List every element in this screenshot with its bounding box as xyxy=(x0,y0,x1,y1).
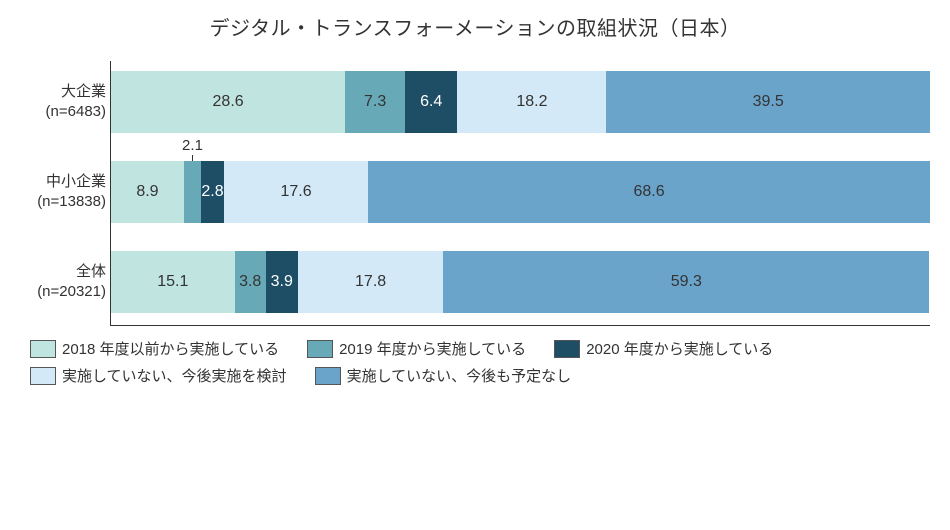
value-label: 3.8 xyxy=(239,273,261,291)
value-label: 6.4 xyxy=(420,93,442,111)
bar-segment: 18.2 xyxy=(457,71,606,133)
legend: 2018 年度以前から実施している 2019 年度から実施している 2020 年度か… xyxy=(30,338,930,386)
legend-item: 2019 年度から実施している xyxy=(307,338,526,359)
value-label: 17.6 xyxy=(281,183,312,201)
bar-segment: 17.8 xyxy=(298,251,444,313)
bar-segment: 17.6 xyxy=(224,161,368,223)
bar-row: 全体(n=20321)15.13.83.917.859.3 xyxy=(111,251,930,313)
stacked-bar: 8.9 2.12.8 17.6 68.6 xyxy=(111,161,930,223)
value-label: 8.9 xyxy=(136,183,158,201)
stacked-bar: 28.6 7.3 6.4 18.2 39.5 xyxy=(111,71,930,133)
legend-swatch xyxy=(307,340,333,358)
chart-plot-area: 大企業(n=6483)28.67.36.418.239.5中小企業(n=1383… xyxy=(110,61,930,326)
bar-segment: 39.5 xyxy=(606,71,930,133)
bar-segment: 2.1 xyxy=(184,161,201,223)
value-label: 59.3 xyxy=(671,273,702,291)
legend-swatch xyxy=(554,340,580,358)
legend-label: 2019 年度から実施している xyxy=(339,338,526,359)
value-label: 7.3 xyxy=(364,93,386,111)
legend-item: 2020 年度から実施している xyxy=(554,338,773,359)
bar-row: 中小企業(n=13838)8.92.12.817.668.6 xyxy=(111,161,930,223)
value-label: 2.8 xyxy=(201,183,223,201)
legend-swatch xyxy=(30,367,56,385)
bar-segment: 68.6 xyxy=(368,161,930,223)
chart-title: デジタル・トランスフォーメーションの取組状況（日本） xyxy=(20,12,930,41)
legend-item: 実施していない、今後も予定なし xyxy=(315,365,572,386)
bar-segment: 8.9 xyxy=(111,161,184,223)
value-label: 18.2 xyxy=(516,93,547,111)
value-label: 17.8 xyxy=(355,273,386,291)
legend-label: 実施していない、今後実施を検討 xyxy=(62,365,287,386)
stacked-bar: 15.1 3.8 3.9 17.8 59.3 xyxy=(111,251,930,313)
legend-swatch xyxy=(30,340,56,358)
legend-label: 2020 年度から実施している xyxy=(586,338,773,359)
legend-item: 実施していない、今後実施を検討 xyxy=(30,365,287,386)
legend-swatch xyxy=(315,367,341,385)
callout-line xyxy=(192,155,193,161)
value-label: 68.6 xyxy=(633,183,664,201)
bar-segment: 6.4 xyxy=(405,71,457,133)
value-label: 15.1 xyxy=(157,273,188,291)
value-label: 3.9 xyxy=(271,273,293,291)
legend-label: 実施していない、今後も予定なし xyxy=(347,365,572,386)
category-label: 大企業(n=6483) xyxy=(16,82,106,123)
bar-segment: 7.3 xyxy=(345,71,405,133)
bar-segment: 2.8 xyxy=(201,161,224,223)
bar-segment: 28.6 xyxy=(111,71,345,133)
bar-segment: 15.1 xyxy=(111,251,235,313)
value-callout: 2.1 xyxy=(182,137,203,154)
bar-segment: 59.3 xyxy=(443,251,929,313)
legend-label: 2018 年度以前から実施している xyxy=(62,338,279,359)
bar-row: 大企業(n=6483)28.67.36.418.239.5 xyxy=(111,71,930,133)
category-label: 全体(n=20321) xyxy=(16,262,106,303)
legend-item: 2018 年度以前から実施している xyxy=(30,338,279,359)
value-label: 28.6 xyxy=(213,93,244,111)
bar-segment: 3.9 xyxy=(266,251,298,313)
value-label: 39.5 xyxy=(753,93,784,111)
bar-segment: 3.8 xyxy=(235,251,266,313)
category-label: 中小企業(n=13838) xyxy=(16,172,106,213)
